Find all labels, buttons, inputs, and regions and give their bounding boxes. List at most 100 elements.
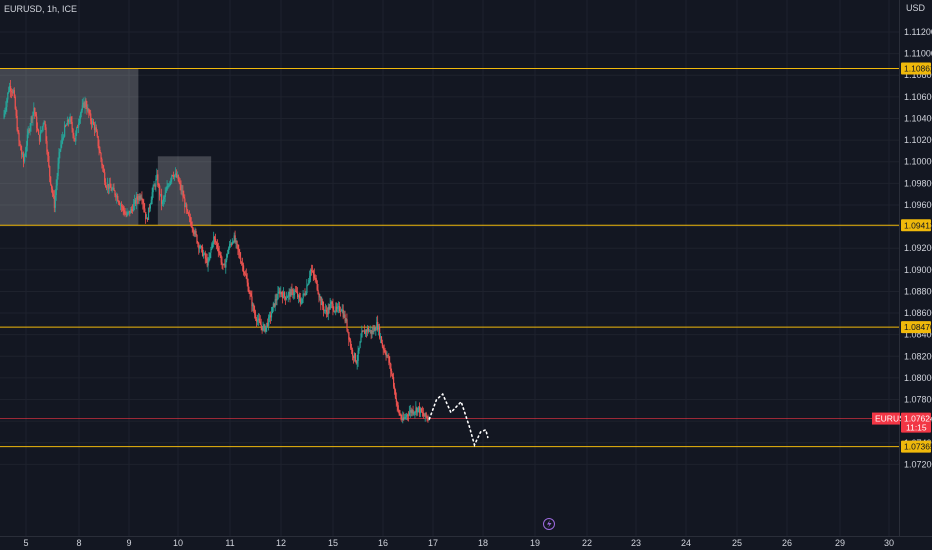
candle-body <box>170 179 172 182</box>
candle-body <box>284 296 287 300</box>
time-axis[interactable]: 5 8 9 10 11 12 15 16 17 18 19 22 23 24 25 26 29 30 <box>23 538 894 548</box>
candle-body <box>163 197 165 199</box>
candle-body <box>383 349 385 351</box>
candle-body <box>418 406 420 408</box>
x-tick-label: 5 <box>23 538 28 548</box>
candle-body <box>239 252 241 258</box>
candle-body <box>69 117 71 122</box>
candle-body <box>338 306 341 312</box>
candle-body <box>198 243 200 249</box>
demand-zone[interactable] <box>0 68 139 226</box>
candle-body <box>283 292 285 299</box>
candle-body <box>379 336 382 338</box>
candle-body <box>185 204 187 208</box>
candle-body <box>316 280 318 290</box>
candle-body <box>125 214 127 216</box>
candle-body <box>181 190 183 192</box>
candle-body <box>34 108 36 114</box>
candle-body <box>121 206 124 208</box>
candle-body <box>165 190 167 193</box>
candle-body <box>147 207 150 220</box>
candle-body <box>60 144 62 150</box>
x-tick-label: 26 <box>782 538 792 548</box>
lightning-icon[interactable] <box>543 518 555 530</box>
candle-body <box>236 241 238 245</box>
candle-body <box>28 130 30 132</box>
candle-body <box>106 187 108 188</box>
candle-body <box>95 127 97 132</box>
candle-body <box>280 292 282 295</box>
candle-body <box>134 199 137 204</box>
candle-body <box>318 293 320 298</box>
candle-body <box>410 410 412 413</box>
candle-body <box>204 253 206 259</box>
candle-body <box>335 306 337 312</box>
candle-body <box>225 260 227 268</box>
candle-body <box>112 187 114 190</box>
price-axis[interactable]: 1.11200 1.11000 1.10800 1.10600 1.10400 1.102… <box>904 27 932 469</box>
candle-body <box>320 297 322 306</box>
candle-body <box>53 195 56 208</box>
candle-body <box>145 212 147 220</box>
candle-body <box>233 235 235 242</box>
candle-body <box>288 291 290 294</box>
y-tick-label: 1.09000 <box>904 265 932 275</box>
candle-body <box>25 145 28 152</box>
candle-body <box>96 131 98 137</box>
candle-body <box>406 414 409 416</box>
candle-body <box>176 174 179 177</box>
candle-body <box>385 353 387 357</box>
candle-body <box>149 204 151 209</box>
candle-body <box>188 212 190 216</box>
candle-body <box>351 347 353 350</box>
candle-body <box>374 327 376 331</box>
candle-body <box>87 108 89 111</box>
candle-body <box>33 108 35 113</box>
candle-body <box>37 130 40 135</box>
candle-body <box>20 144 22 151</box>
level-price-tag <box>901 440 931 453</box>
candle-body <box>380 336 383 344</box>
candle-body <box>334 311 336 313</box>
candle-body <box>406 414 408 417</box>
candle-body <box>232 241 234 243</box>
candle-body <box>191 226 193 229</box>
projection-path <box>428 392 489 448</box>
candle-body <box>91 120 93 125</box>
candle-body <box>398 410 400 414</box>
candle-body <box>115 195 117 198</box>
candle-body <box>214 236 216 239</box>
candle-body <box>101 159 103 166</box>
candle-body <box>184 198 186 208</box>
candle-body <box>203 253 206 255</box>
projected-path-line[interactable] <box>428 392 489 448</box>
candle-body <box>417 407 419 413</box>
level-price-label: 1.10862 <box>904 64 932 74</box>
candle-body <box>56 176 58 186</box>
candle-body <box>207 261 209 266</box>
candle-body <box>90 113 92 121</box>
candle-body <box>161 201 164 204</box>
candle-body <box>107 184 110 189</box>
candle-body <box>24 156 26 162</box>
candle-body <box>23 154 25 162</box>
candle-body <box>269 315 271 317</box>
y-tick-label: 1.08800 <box>904 286 932 296</box>
candle-body <box>332 303 334 311</box>
candle-body <box>255 314 257 319</box>
candle-body <box>42 124 44 127</box>
candle-body <box>175 173 178 177</box>
candle-body <box>187 209 189 213</box>
y-tick-label: 1.10400 <box>904 113 932 123</box>
candle-body <box>296 291 298 293</box>
symbol-title[interactable]: EURUSD, 1h, ICE <box>4 4 77 14</box>
currency-label: USD <box>906 3 926 13</box>
candle-body <box>337 306 339 309</box>
candle-body <box>7 92 9 100</box>
candle-body <box>426 416 428 418</box>
candle-body <box>394 389 397 399</box>
candle-body <box>157 174 159 186</box>
candle-body <box>10 91 13 92</box>
candle-body <box>331 302 333 304</box>
